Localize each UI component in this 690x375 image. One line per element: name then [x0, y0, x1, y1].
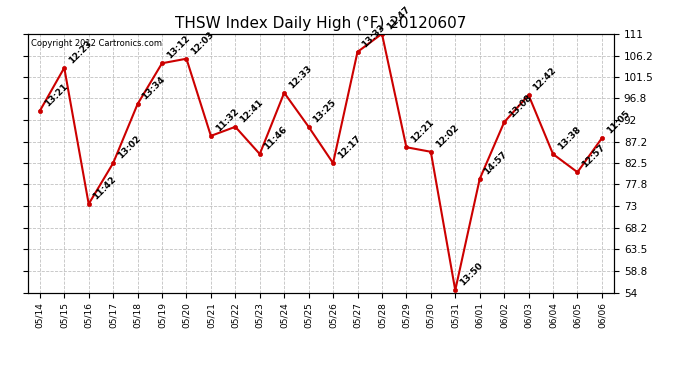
Text: 13:38: 13:38 — [555, 124, 582, 151]
Text: 13:25: 13:25 — [311, 98, 338, 124]
Text: 12:03: 12:03 — [189, 29, 216, 56]
Text: 12:17: 12:17 — [336, 134, 362, 160]
Text: 12:41: 12:41 — [238, 98, 265, 124]
Text: 12:21: 12:21 — [409, 118, 436, 144]
Text: 12:42: 12:42 — [531, 66, 558, 92]
Text: 11:42: 11:42 — [92, 174, 118, 201]
Text: 13:21: 13:21 — [43, 81, 69, 108]
Text: 12:23: 12:23 — [67, 38, 94, 65]
Title: THSW Index Daily High (°F) 20120607: THSW Index Daily High (°F) 20120607 — [175, 16, 466, 31]
Text: 13:34: 13:34 — [140, 75, 167, 101]
Text: 11:05: 11:05 — [604, 109, 631, 135]
Text: 12:33: 12:33 — [287, 63, 313, 90]
Text: 13:08: 13:08 — [507, 93, 533, 120]
Text: 12:02: 12:02 — [433, 123, 460, 149]
Text: 14:57: 14:57 — [482, 150, 509, 176]
Text: Copyright 2012 Cartronics.com: Copyright 2012 Cartronics.com — [30, 39, 161, 48]
Text: 11:32: 11:32 — [214, 106, 240, 133]
Text: 12:57: 12:57 — [580, 143, 607, 170]
Text: 11:47: 11:47 — [385, 4, 411, 31]
Text: 13:33: 13:33 — [360, 22, 387, 49]
Text: 13:12: 13:12 — [165, 34, 191, 60]
Text: 13:50: 13:50 — [458, 261, 484, 288]
Text: 13:02: 13:02 — [116, 134, 142, 160]
Text: 11:46: 11:46 — [262, 124, 289, 151]
